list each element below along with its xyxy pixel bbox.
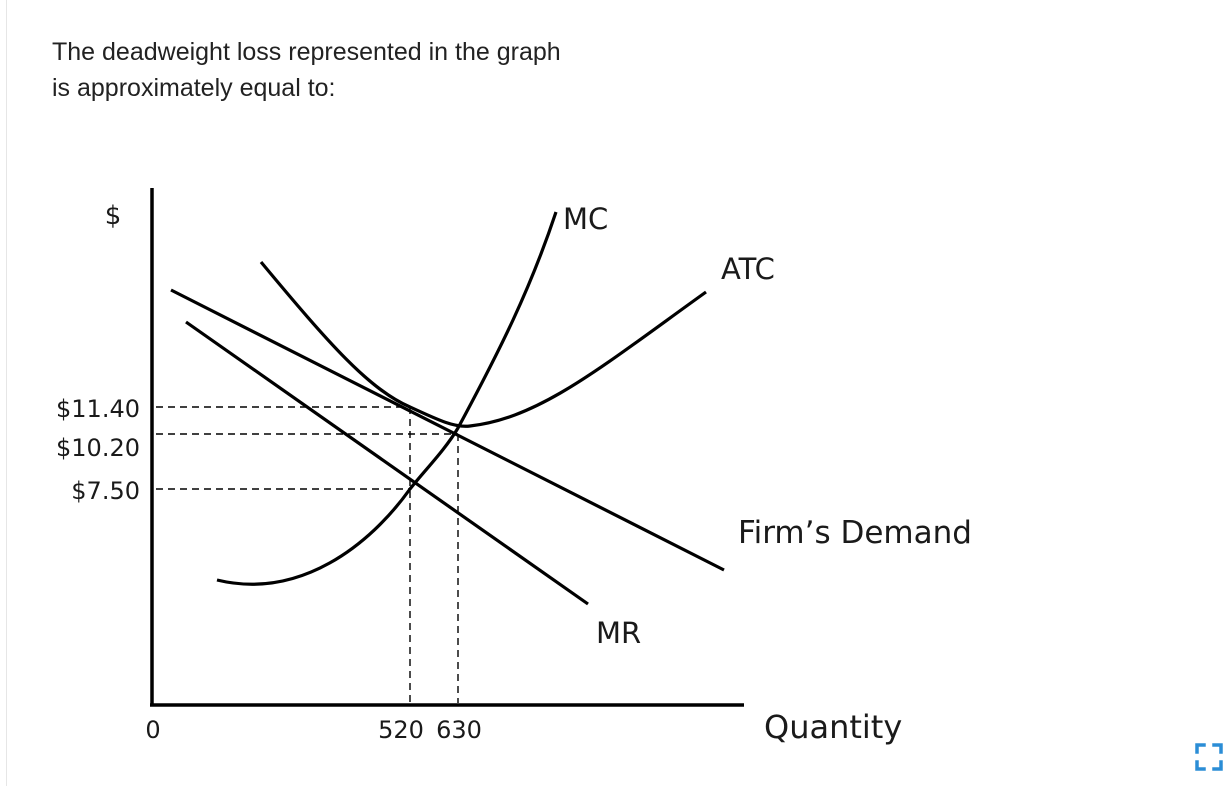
demand-curve [170,288,725,572]
x-tick-label-520: 520 [378,716,424,744]
y-axis-label: $ [105,201,122,231]
demand-label: Firm’s Demand [738,515,972,551]
mc-label: MC [563,202,608,236]
mr-curve [185,320,589,606]
y-tick-label-11-40: $11.40 [56,395,140,423]
x-tick-label-630: 630 [436,716,482,744]
question-text: The deadweight loss represented in the g… [52,34,612,106]
x-axis-label: Quantity [764,708,902,746]
expand-icon [1195,743,1223,771]
question-line-2: is approximately equal to: [52,74,336,102]
mr-label: MR [596,616,641,650]
expand-button[interactable] [1194,742,1224,772]
mc-curve [216,211,558,586]
y-tick-label-7-50: $7.50 [71,477,140,505]
left-border [6,0,7,786]
question-line-1: The deadweight loss represented in the g… [52,38,561,66]
y-tick-label-10-20: $10.20 [56,434,140,462]
atc-label: ATC [721,252,775,286]
atc-curve [259,260,707,428]
origin-label: 0 [145,716,160,744]
